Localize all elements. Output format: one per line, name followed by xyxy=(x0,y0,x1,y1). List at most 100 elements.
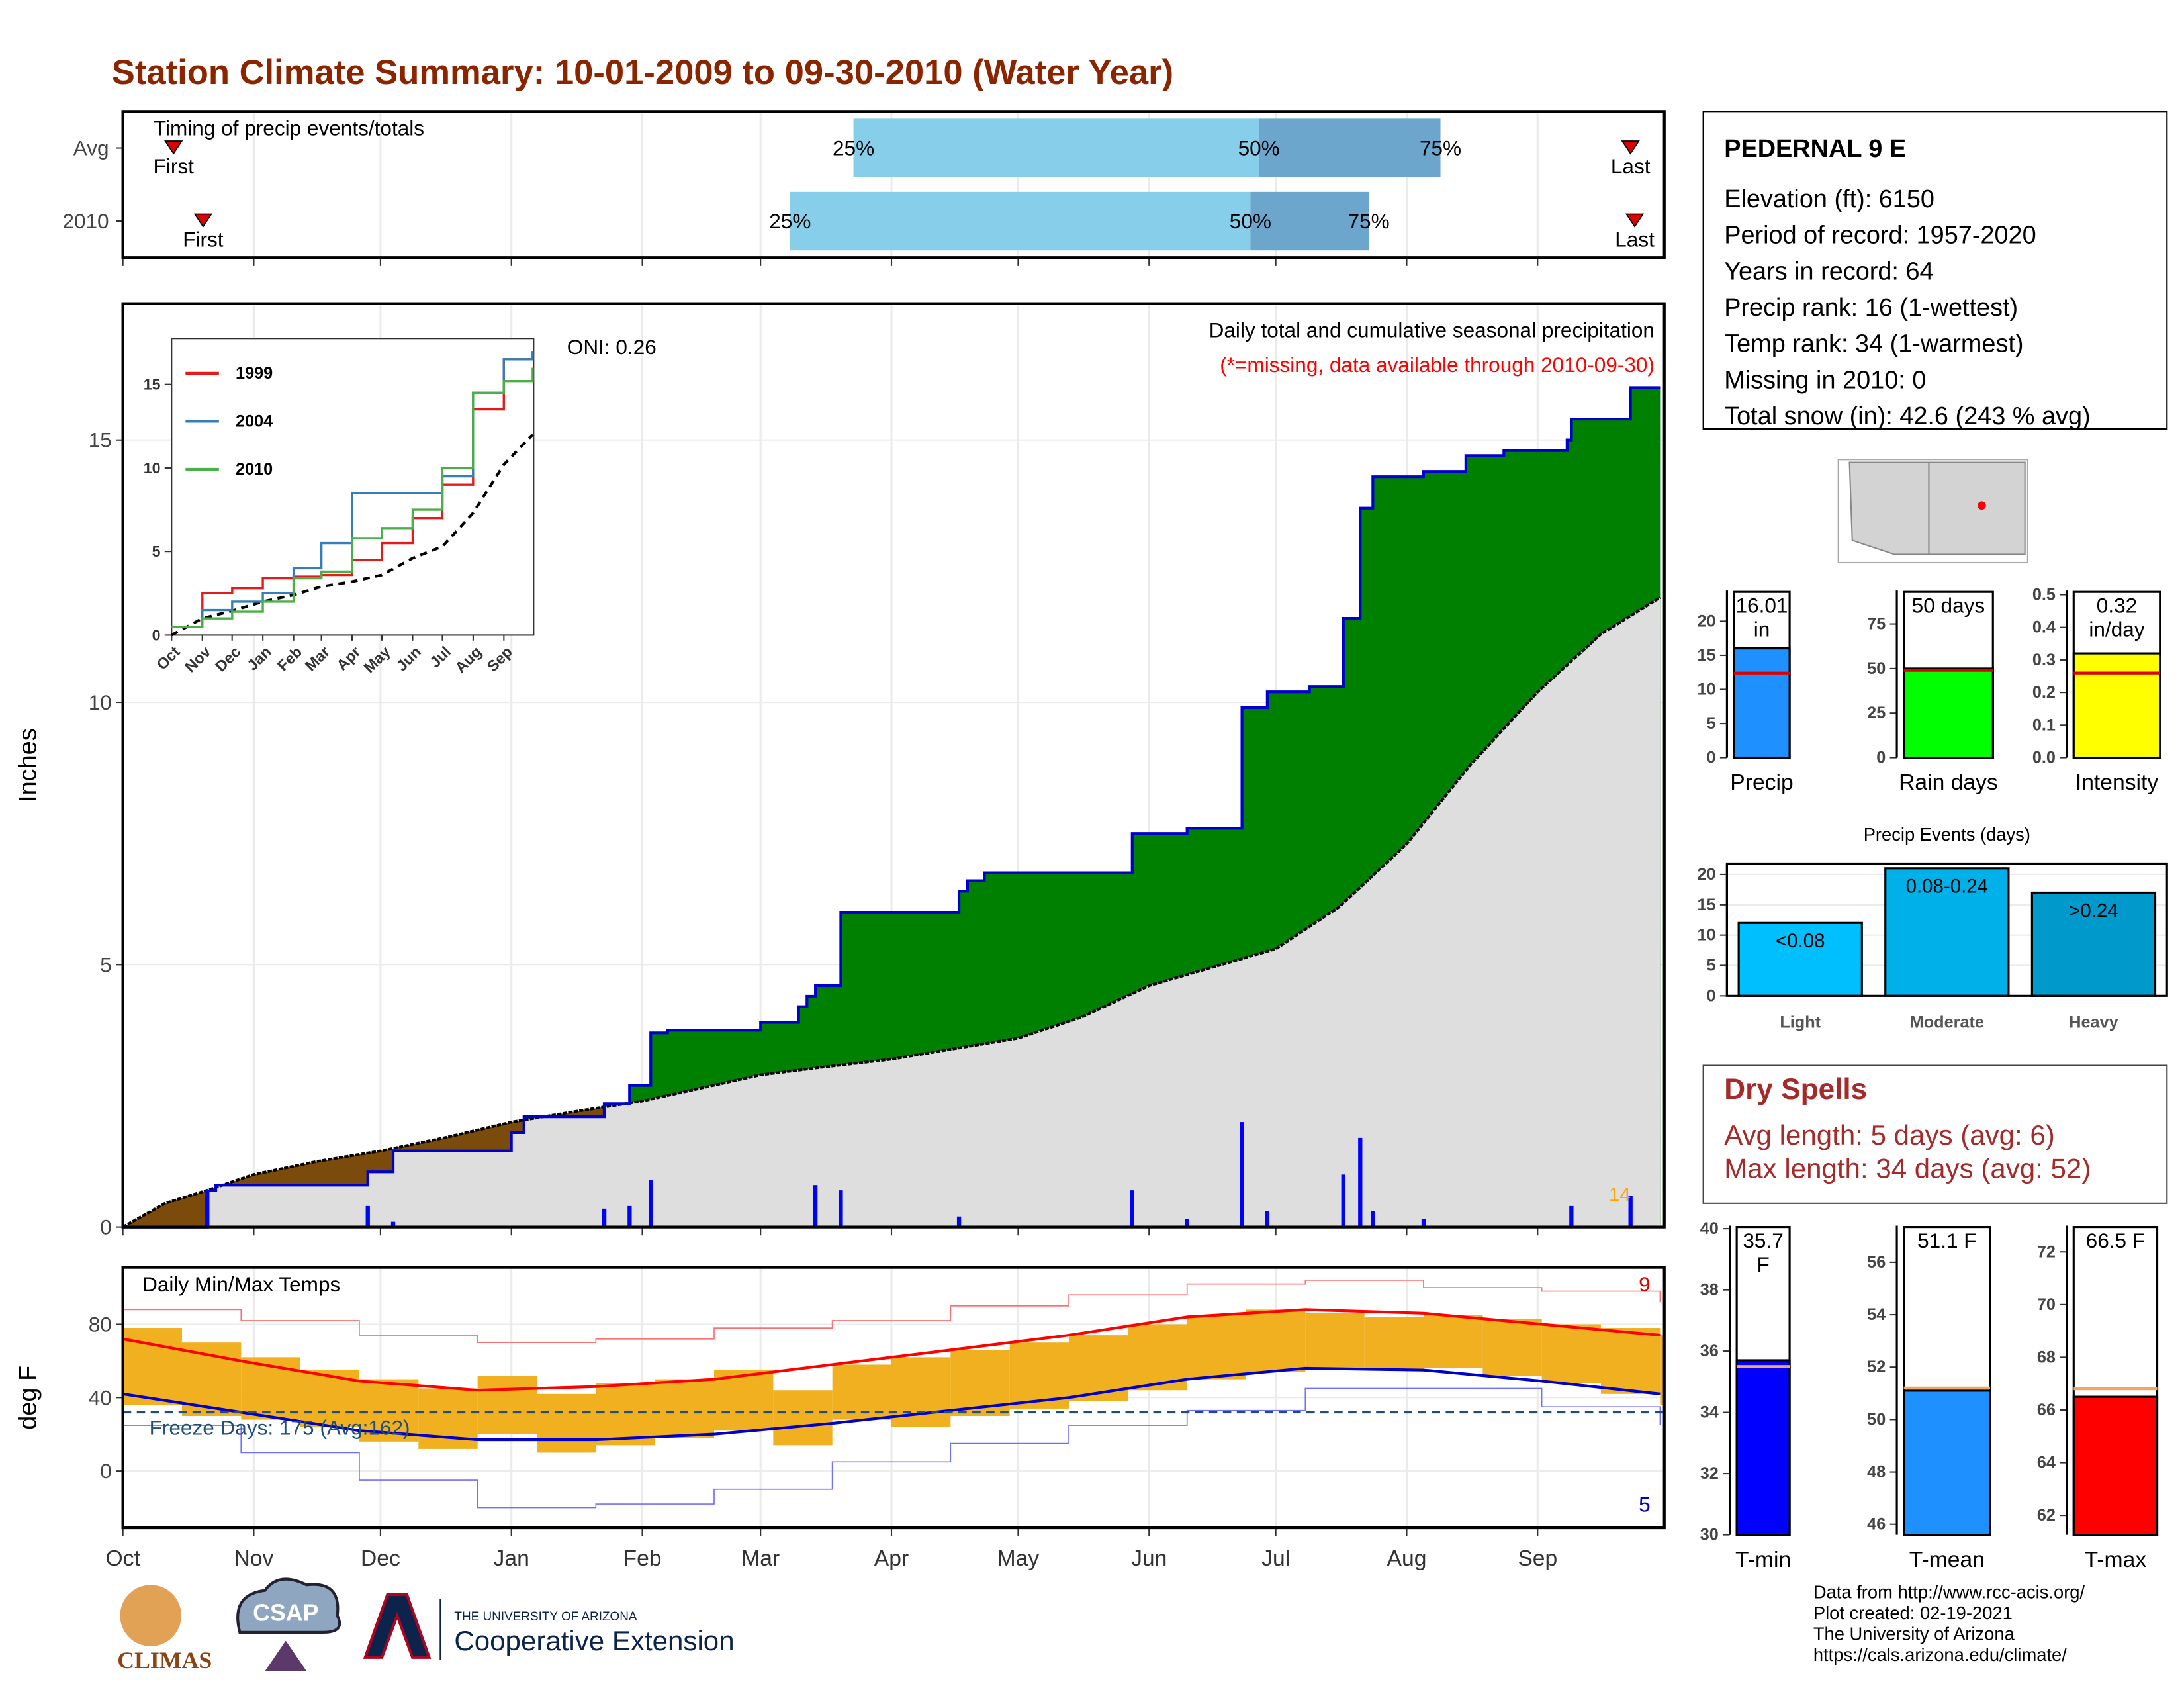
quantile-label: 50% xyxy=(1238,136,1280,160)
series-line xyxy=(171,367,534,628)
category-label: Moderate xyxy=(1910,1013,1984,1031)
panel-title: Daily Min/Max Temps xyxy=(142,1272,340,1296)
panel-frame xyxy=(121,1266,1666,1530)
value-label-box: 50 days xyxy=(1912,594,1985,618)
y-tick-label: 0.3 xyxy=(2032,651,2056,669)
oni: ONI: 0.26 xyxy=(567,335,657,359)
y-tick-label: 34 xyxy=(1700,1403,1719,1422)
daily-bar xyxy=(839,1190,843,1227)
temp-bar xyxy=(1246,1309,1306,1372)
daily-bar xyxy=(1628,1196,1633,1227)
temp-bar xyxy=(655,1379,714,1438)
category-label: T-min xyxy=(1735,1548,1791,1572)
subtitle: Daily total and cumulative seasonal prec… xyxy=(1209,318,1655,342)
y-tick-label: 10 xyxy=(1697,680,1715,699)
normal-max-line xyxy=(122,1308,1661,1392)
bin-label: <0.08 xyxy=(1776,930,1825,952)
legend-label: 1999 xyxy=(236,364,273,383)
event-marker xyxy=(164,140,183,155)
footer-line: The University of Arizona xyxy=(1813,1623,2015,1644)
event-label: First xyxy=(154,154,195,178)
daily-bar xyxy=(956,1216,962,1227)
value-label: 16.01 in xyxy=(1735,594,1788,642)
y-tick-label: 0.1 xyxy=(2032,716,2056,734)
station-line: Period of record: 1957-2020 xyxy=(1724,222,2036,250)
bar xyxy=(2072,1395,2159,1536)
y-tick-label: 0 xyxy=(100,1459,112,1483)
dry-spell-line: Avg length: 5 days (avg: 6) xyxy=(1724,1119,2055,1150)
csap-logo: CSAP xyxy=(253,1599,318,1626)
temp-bar xyxy=(1364,1317,1424,1370)
y-tick-label: 40 xyxy=(89,1385,112,1409)
quantile-label: 50% xyxy=(1230,209,1271,233)
y-tick-label: 15 xyxy=(1697,646,1715,665)
x-tick-label: Sep xyxy=(1518,1546,1557,1571)
y-tick-label: 40 xyxy=(1700,1219,1719,1238)
daily-bar xyxy=(205,1190,210,1227)
x-tick-label: Dec xyxy=(361,1546,400,1571)
y-tick-label: 0 xyxy=(152,626,161,643)
y-tick-label: 15 xyxy=(144,376,161,393)
station-line: Years in record: 64 xyxy=(1724,258,1933,285)
y-tick-label: 15 xyxy=(1697,896,1715,914)
event-marker xyxy=(193,213,213,228)
y-tick-label: 5 xyxy=(1707,714,1716,733)
bar xyxy=(2072,652,2161,759)
event-label: Last xyxy=(1615,227,1655,251)
footer-line: Plot created: 02-19-2021 xyxy=(1813,1603,2013,1623)
dry-spell-line: Max length: 34 days (avg: 52) xyxy=(1724,1153,2091,1184)
y-tick-label: 0 xyxy=(1707,986,1716,1005)
temp-bar xyxy=(596,1383,655,1446)
legend-label: 2010 xyxy=(236,460,273,479)
quantile-bar xyxy=(1250,191,1369,251)
y-tick-label: 30 xyxy=(1700,1526,1719,1544)
x-tick-label: May xyxy=(997,1546,1040,1571)
missing-note: (*=missing, data available through 2010-… xyxy=(1220,353,1655,377)
event-marker xyxy=(1625,213,1645,228)
legend-label: 2004 xyxy=(236,412,273,430)
x-tick-label: Apr xyxy=(874,1546,909,1571)
value-label: 0.32 in/day xyxy=(2089,594,2145,642)
y-tick-label: 10 xyxy=(144,459,161,477)
chart-title: Precip Events (days) xyxy=(1864,824,2030,845)
y-tick-label: 75 xyxy=(1867,615,1886,633)
y-tick-label: 0.0 xyxy=(2032,749,2056,767)
footer-line: Data from http://www.rcc-acis.org/ xyxy=(1813,1581,2085,1602)
record-max-line xyxy=(122,1280,1661,1344)
bar xyxy=(1737,921,1863,997)
locator-map xyxy=(1837,459,2028,564)
y-tick-label: 5 xyxy=(1707,956,1716,974)
temp-bar xyxy=(477,1376,537,1434)
quantile-bar xyxy=(853,118,1259,177)
freeze-label: Freeze Days: 175 (Avg:162) xyxy=(150,1416,410,1440)
quantile-label: 25% xyxy=(833,136,874,160)
y-tick-label: 80 xyxy=(89,1312,112,1336)
panel-frame xyxy=(121,302,1666,1229)
y-tick-label: 54 xyxy=(1867,1305,1886,1324)
snow-days: 14 xyxy=(1609,1184,1631,1206)
quantile-label: 75% xyxy=(1347,209,1389,233)
daily-bar xyxy=(602,1208,607,1227)
temp-bar xyxy=(1482,1319,1542,1376)
record-high-count: 9 xyxy=(1639,1272,1651,1296)
climas-logo: CLIMAS xyxy=(117,1647,212,1673)
station-box xyxy=(1702,111,2168,430)
station-line: Elevation (ft): 6150 xyxy=(1724,185,1934,213)
y-tick-label: 0 xyxy=(1876,749,1886,767)
value-label: 51.1 F xyxy=(1917,1229,1977,1254)
temp-bar xyxy=(1068,1335,1128,1401)
category-label: Precip xyxy=(1730,771,1793,795)
bin-label: 0.08-0.24 xyxy=(1906,876,1988,898)
quantile-label: 75% xyxy=(1420,136,1461,160)
temp-bar xyxy=(773,1390,833,1446)
y-tick-label: 62 xyxy=(2037,1506,2056,1524)
page-title: Station Climate Summary: 10-01-2009 to 0… xyxy=(112,53,1173,92)
x-tick-label: Aug xyxy=(1387,1546,1427,1571)
station-line: Temp rank: 34 (1-warmest) xyxy=(1724,330,2023,358)
y-axis-label: deg F xyxy=(15,1366,42,1430)
university-name: THE UNIVERSITY OF ARIZONA xyxy=(454,1610,637,1624)
value-label-box: 16.01 in xyxy=(1735,594,1788,642)
y-tick-label: 68 xyxy=(2037,1348,2056,1366)
category-label: Heavy xyxy=(2069,1013,2118,1031)
daily-bar xyxy=(365,1205,370,1227)
